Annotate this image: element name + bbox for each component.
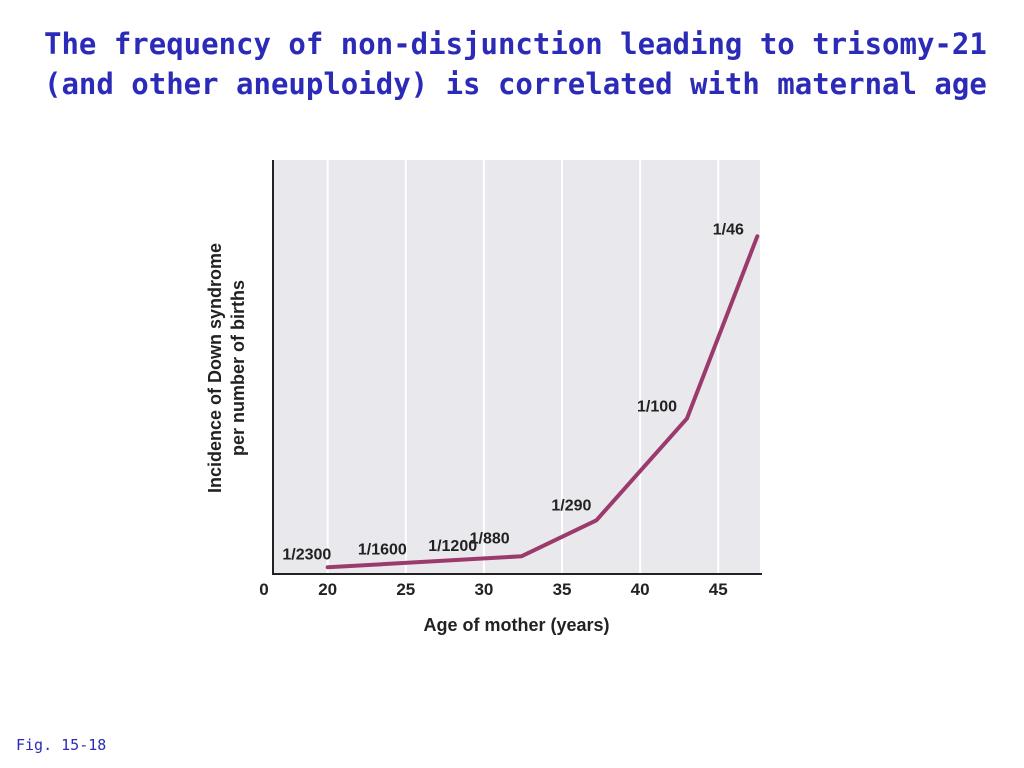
slide-title: The frequency of non-disjunction leading…: [44, 24, 1004, 104]
y-axis-label-line-1: Incidence of Down syndrome: [205, 243, 225, 493]
plot-background: [273, 160, 762, 574]
data-label-6: 1/46: [713, 221, 744, 238]
x-tick-label-35: 35: [553, 580, 572, 599]
x-tick-label-45: 45: [709, 580, 728, 599]
series-line: [325, 234, 760, 570]
x-tick-labels: 0 20 25 30 35 40 45: [259, 580, 727, 599]
data-label-3: 1/880: [470, 530, 510, 547]
x-tick-label-40: 40: [631, 580, 650, 599]
x-tick-label-25: 25: [396, 580, 415, 599]
data-label-4: 1/290: [551, 497, 591, 514]
y-axis-label-line-2: per number of births: [228, 280, 248, 456]
slide-title-line-1: The frequency of non-disjunction leading…: [44, 27, 987, 61]
x-tick-label-30: 30: [474, 580, 493, 599]
x-origin-label: 0: [259, 580, 268, 599]
data-label-5: 1/100: [637, 398, 677, 415]
grid-lines: [326, 160, 762, 574]
data-label-2: 1/1200: [428, 538, 477, 555]
x-tick-label-20: 20: [318, 580, 337, 599]
y-axis-label: Incidence of Down syndrome per number of…: [205, 243, 248, 493]
slide-title-line-2: (and other aneuploidy) is correlated wit…: [44, 67, 987, 101]
x-axis-label: Age of mother (years): [423, 615, 609, 635]
data-label-1: 1/1600: [358, 541, 407, 558]
data-label-0: 1/2300: [282, 546, 331, 563]
figure-note: Fig. 15-18: [16, 736, 107, 754]
